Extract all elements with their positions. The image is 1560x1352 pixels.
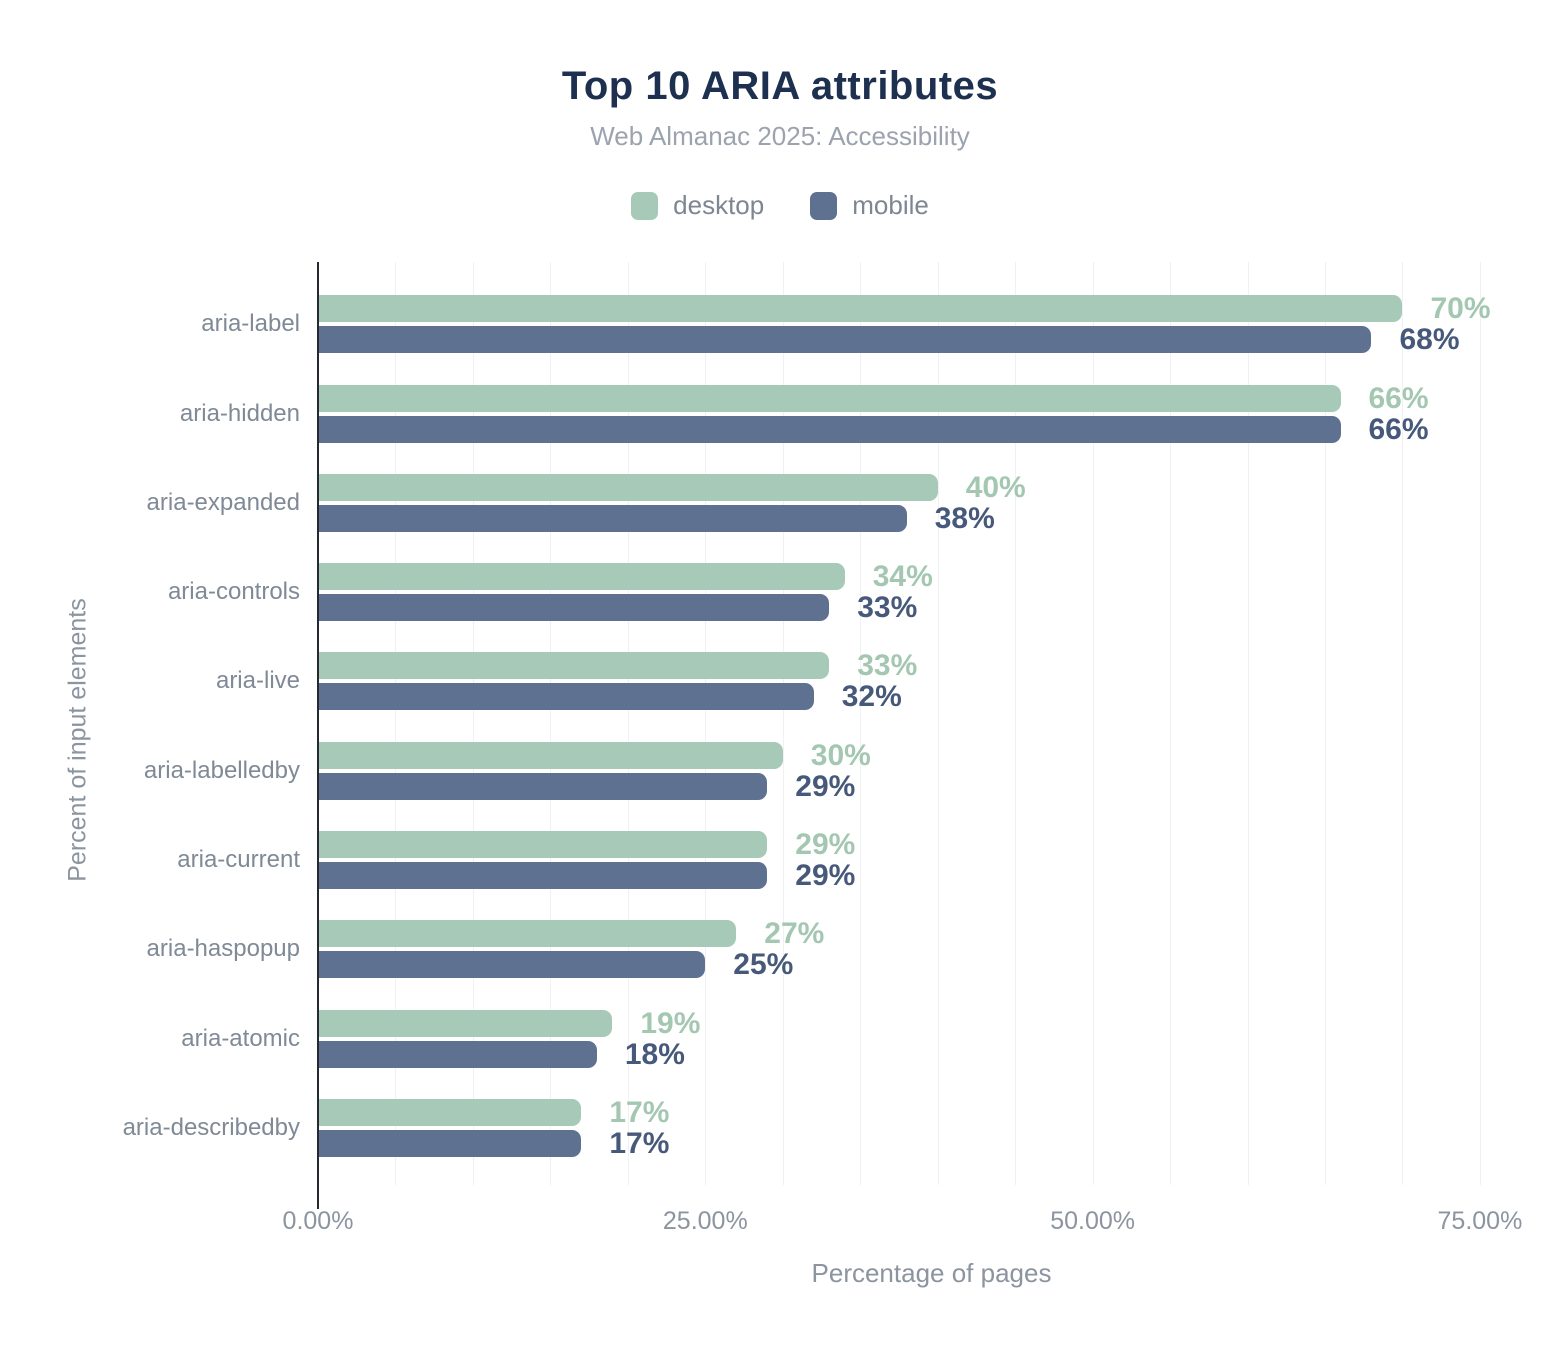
mobile-bar[interactable] [318, 1040, 597, 1068]
mobile-value-label: 29% [795, 769, 856, 803]
chart-subtitle: Web Almanac 2025: Accessibility [590, 121, 970, 151]
bar-row: aria-label 70% 68% [201, 280, 1545, 369]
mobile-value-label: 17% [609, 1126, 670, 1160]
bar-row: aria-atomic 19% 18% [181, 994, 1545, 1083]
desktop-bar[interactable] [318, 831, 768, 859]
mobile-value-label: 32% [841, 680, 902, 714]
desktop-series-swatch-icon [631, 191, 659, 220]
category-label: aria-live [215, 667, 300, 695]
x-tick-label: 25.00% [662, 1207, 748, 1235]
gridline [1247, 262, 1249, 1185]
desktop-bar[interactable] [318, 1009, 613, 1037]
gridline [782, 262, 784, 1185]
desktop-bar[interactable] [318, 295, 1403, 323]
mobile-value-label: 68% [1399, 323, 1460, 357]
category-label: aria-atomic [181, 1024, 300, 1052]
mobile-value-label: 29% [795, 859, 856, 893]
x-tick-label: 50.00% [1050, 1207, 1136, 1235]
desktop-bar[interactable] [318, 1098, 582, 1126]
mobile-bar[interactable] [318, 862, 768, 890]
gridline [472, 262, 474, 1185]
bar-row: aria-current 29% 29% [177, 815, 1545, 904]
mobile-value-label: 33% [857, 591, 918, 625]
legend-item-desktop[interactable]: desktop [631, 190, 764, 221]
desktop-value-label: 17% [609, 1095, 670, 1129]
gridline [1092, 262, 1094, 1185]
mobile-bar[interactable] [318, 772, 768, 800]
mobile-value-label: 66% [1368, 412, 1429, 446]
y-axis-line [317, 262, 319, 1209]
bar-row: aria-live 33% 32% [216, 637, 1545, 726]
bar-row: aria-describedby 17% 17% [123, 1083, 1545, 1172]
legend: desktop mobile [0, 190, 1560, 221]
desktop-bar[interactable] [318, 920, 737, 948]
category-label: aria-controls [167, 578, 300, 606]
mobile-series-swatch-icon [810, 191, 838, 220]
x-axis-title: Percentage of pages [811, 1258, 1052, 1288]
desktop-value-label: 19% [640, 1006, 701, 1040]
desktop-value-label: 33% [857, 649, 918, 683]
mobile-bar[interactable] [318, 683, 814, 711]
desktop-value-label: 30% [810, 738, 871, 772]
bar-row: aria-labelledby 30% 29% [144, 726, 1545, 815]
category-label: aria-expanded [146, 488, 300, 516]
desktop-value-label: 34% [872, 560, 933, 594]
x-tick-label: 0.00% [282, 1207, 354, 1235]
mobile-bar[interactable] [318, 1129, 582, 1157]
bar-row: aria-haspopup 27% 25% [147, 905, 1545, 994]
bar-row: aria-controls 34% 33% [168, 548, 1545, 637]
mobile-bar[interactable] [318, 504, 907, 532]
mobile-value-label: 18% [624, 1037, 685, 1071]
category-label: aria-describedby [122, 1113, 300, 1141]
category-label: aria-current [177, 846, 300, 874]
category-label: aria-haspopup [146, 935, 300, 963]
desktop-bar[interactable] [318, 652, 830, 680]
gridline [1325, 262, 1326, 1185]
bar-row: aria-hidden 66% 66% [180, 369, 1545, 458]
mobile-bar[interactable] [318, 415, 1341, 443]
desktop-value-label: 70% [1430, 292, 1491, 326]
desktop-bar[interactable] [318, 741, 783, 769]
category-label: aria-hidden [179, 399, 300, 427]
plot-area: aria-label 70% 68% aria-hidden 66% 66% aria-ex… [123, 262, 1545, 1235]
desktop-bar[interactable] [318, 563, 845, 591]
legend-item-mobile[interactable]: mobile [810, 190, 929, 221]
gridline [627, 262, 629, 1185]
desktop-bar[interactable] [318, 384, 1341, 412]
x-tick-label: 75.00% [1437, 1207, 1523, 1235]
desktop-value-label: 27% [764, 917, 825, 951]
desktop-value-label: 29% [795, 828, 856, 862]
mobile-bar[interactable] [318, 951, 706, 979]
legend-label-mobile: mobile [852, 190, 929, 220]
chart-title: Top 10 ARIA attributes [561, 64, 999, 108]
mobile-value-label: 25% [733, 948, 794, 982]
gridline [937, 262, 939, 1185]
bar-row: aria-expanded 40% 38% [147, 458, 1545, 547]
gridline [550, 262, 552, 1185]
desktop-value-label: 40% [965, 470, 1026, 504]
gridline [1170, 262, 1172, 1185]
gridline [705, 262, 707, 1185]
category-label: aria-labelledby [143, 756, 300, 784]
gridline [1479, 262, 1481, 1185]
gridline [1015, 262, 1017, 1185]
mobile-bar[interactable] [318, 594, 830, 622]
gridline [860, 262, 862, 1185]
y-axis-title: Percent of input elements [63, 598, 92, 882]
mobile-value-label: 38% [934, 501, 995, 535]
desktop-bar[interactable] [318, 473, 938, 501]
category-label: aria-label [201, 310, 300, 338]
gridline [395, 262, 397, 1185]
gridline [1402, 262, 1404, 1185]
mobile-bar[interactable] [318, 326, 1372, 354]
legend-label-desktop: desktop [673, 190, 765, 220]
desktop-value-label: 66% [1368, 381, 1429, 415]
